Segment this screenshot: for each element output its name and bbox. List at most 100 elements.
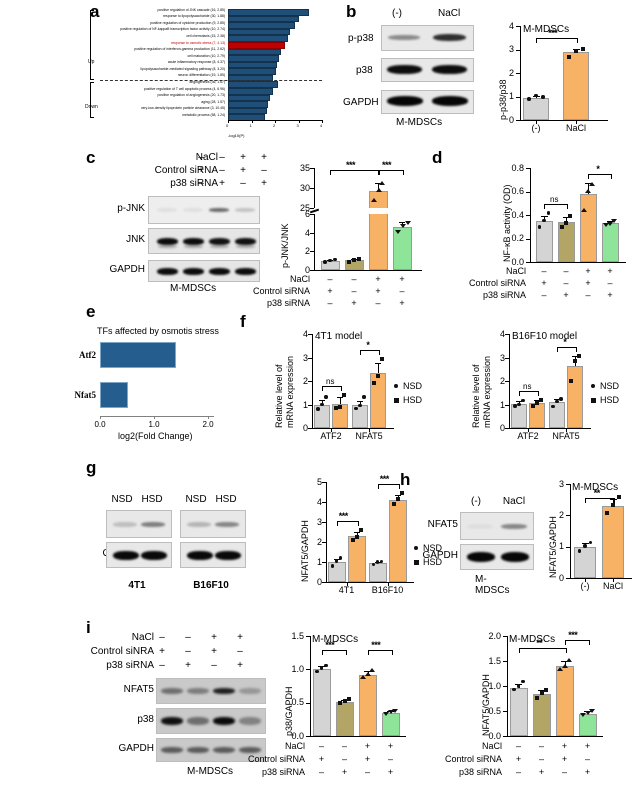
x-axis (507, 736, 603, 737)
y-tick-label: 0 (499, 423, 505, 433)
go-term-bar (228, 88, 273, 95)
blot-band (113, 550, 139, 560)
y-axis-label: Relative level of (471, 364, 481, 428)
error-bar-cap (319, 400, 325, 402)
significance-label: * (596, 164, 600, 174)
x-tick-label: NFAT5 (355, 431, 383, 441)
y-tick-label: 1.5 (291, 630, 304, 641)
data-point (531, 404, 535, 409)
data-point (556, 667, 563, 672)
data-point (357, 256, 361, 261)
blot-lane-label: (-) (471, 496, 481, 507)
x-tick (251, 120, 253, 123)
chart-title: 4T1 model (315, 331, 363, 342)
condition-value: + (387, 741, 394, 751)
panel-a-group-down: Down (85, 104, 98, 110)
error-bar (356, 532, 358, 536)
data-point (559, 225, 564, 230)
significance-label: *** (568, 630, 578, 640)
significance-label: *** (346, 160, 356, 170)
data-point (521, 398, 525, 403)
data-point (369, 668, 376, 673)
blot-lane-label: NSD (185, 494, 207, 505)
significance-label: ns (550, 195, 559, 204)
data-point (375, 560, 379, 564)
blot-band (209, 208, 229, 212)
x-axis (326, 582, 414, 583)
condition-value: + (237, 660, 243, 671)
blot-band (141, 550, 167, 560)
error-bar-cap (561, 660, 568, 662)
condition-value: + (364, 754, 371, 764)
data-bar (370, 372, 386, 428)
blot-row-label: GAPDH (109, 264, 145, 275)
x-axis (310, 736, 406, 737)
y-tick-label: 1 (558, 541, 564, 552)
blot-strip (148, 228, 260, 254)
y-tick (306, 669, 310, 671)
condition-value: – (561, 767, 568, 777)
condition-value: – (198, 178, 204, 189)
condition-value: – (387, 754, 394, 764)
data-point (579, 712, 586, 717)
blot-band (235, 237, 256, 245)
y-tick (505, 404, 509, 406)
data-point (574, 48, 578, 53)
condition-row-label: NaCl (289, 274, 310, 284)
data-point (584, 711, 591, 716)
y-tick-label: 0.5 (488, 705, 501, 716)
condition-value: + (585, 266, 591, 276)
condition-row-label: p38 siRNA (266, 298, 310, 308)
error-bar (322, 400, 323, 405)
x-tick (208, 416, 209, 419)
data-point (588, 540, 593, 545)
condition-value: – (563, 266, 569, 276)
y-axis (520, 26, 521, 120)
chart-title: M-MDSCs (312, 634, 359, 645)
y-axis-upper (314, 168, 315, 208)
blot-band (161, 717, 183, 725)
condition-value: + (607, 266, 613, 276)
data-point (585, 189, 591, 194)
condition-value: + (364, 741, 371, 751)
panel-g-chart: 0 1 2 3 4 5 NFAT5/GAPDH 4T1 *** B16F10 *** NSD HSD (290, 466, 442, 601)
significance-bracket (360, 349, 380, 355)
y-tick (566, 546, 570, 548)
y-tick (322, 582, 326, 583)
blot-band (213, 717, 235, 725)
condition-row-label: Control siRNA (468, 278, 526, 288)
significance-bracket (588, 174, 612, 179)
data-point (359, 675, 366, 680)
error-bar-cap (357, 401, 363, 403)
error-bar-cap (554, 398, 560, 400)
data-point (337, 701, 342, 706)
condition-value: – (261, 165, 267, 176)
y-tick (306, 636, 310, 637)
error-bar-cap (540, 215, 548, 217)
y-tick (308, 428, 312, 429)
panel-g-blot: NSDHSD4T1NSDHSDB16F10NFAT5GAPDH (100, 470, 290, 600)
data-point (399, 491, 404, 495)
condition-value: – (318, 741, 325, 751)
condition-value: – (211, 660, 217, 671)
condition-value: – (607, 278, 613, 288)
y-axis-label: NFAT5/GAPDH (300, 520, 310, 582)
panel-e-letter: e (86, 302, 96, 321)
panel-a-xlabel: -log10(P) (228, 133, 245, 138)
condition-row-label: Control siRNA (444, 754, 502, 764)
y-tick-label: 1 (499, 399, 505, 410)
y-tick (310, 168, 314, 169)
condition-value: + (240, 152, 246, 163)
blot-band (239, 688, 261, 694)
condition-value: – (375, 298, 381, 308)
y-tick (310, 232, 314, 234)
y-tick (322, 522, 326, 523)
error-bar (340, 397, 341, 405)
condition-row-label: Control siRNA (252, 286, 310, 296)
significance-label: *** (548, 28, 558, 38)
x-axis (509, 428, 591, 429)
y-tick (310, 251, 314, 253)
x-tick (298, 120, 300, 123)
y-axis-label: NFAT5/GAPDH (548, 516, 558, 578)
blot-row-label: p38 (137, 714, 154, 725)
